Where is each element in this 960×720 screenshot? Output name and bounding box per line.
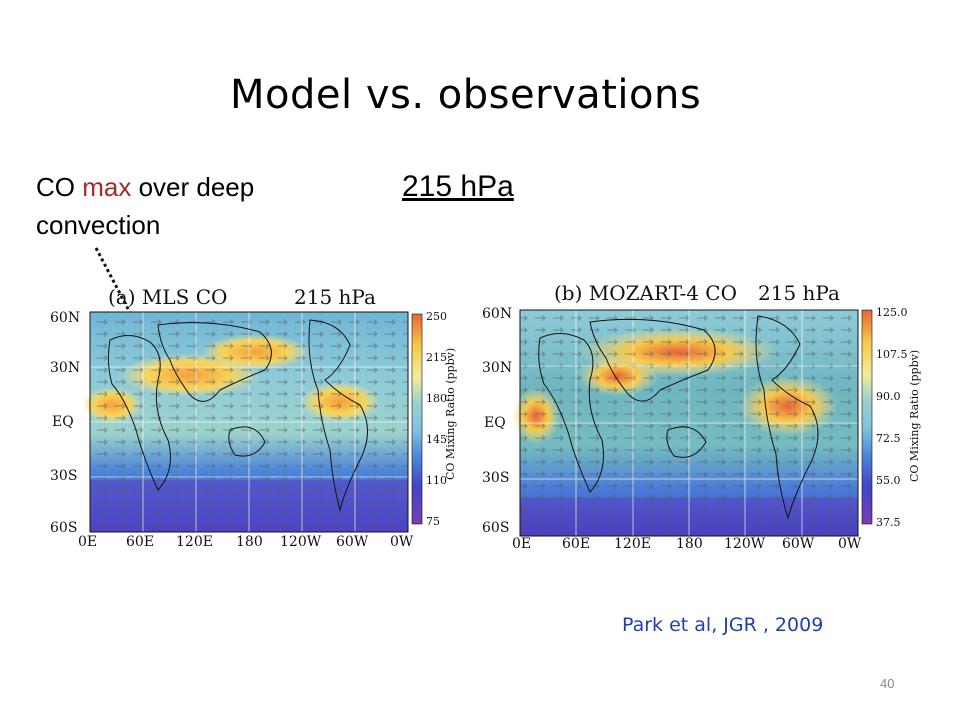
panel-a-plot (82, 311, 409, 533)
panel-b-title: (b) MOZART-4 CO (554, 281, 737, 305)
panel-b-plot (512, 309, 859, 537)
panel-a-cb-tick-0: 250 (426, 310, 447, 323)
panel-b-cb-tick-2: 90.0 (876, 390, 901, 403)
panel-a-lon-180: 180 (236, 534, 263, 550)
annotation-highlight: max (82, 172, 132, 202)
panel-a-lat-60s: 60S (50, 520, 77, 536)
panel-b-lat-60s: 60S (482, 520, 509, 536)
citation: Park et al, JGR , 2009 (622, 614, 824, 636)
panel-b-lon-60e: 60E (562, 536, 590, 550)
annotation-part1: CO (36, 172, 83, 202)
annotation-line-2: convection (36, 210, 161, 240)
panel-a-lat-eq: EQ (52, 414, 74, 430)
panel-b-lon-0w: 0W (838, 536, 862, 550)
panel-b-cb-tick-5: 37.5 (876, 516, 901, 529)
panel-a-lon-0e: 0E (78, 534, 97, 550)
panel-b-map: (b) MOZART-4 CO 215 hPa 60N 30N EQ 30S 6… (482, 281, 921, 550)
panel-b-title-level: 215 hPa (758, 281, 840, 305)
panel-a-lat-30s: 30S (50, 468, 77, 484)
panel-b-lat-30s: 30S (482, 470, 509, 486)
panel-b-cb-tick-3: 72.5 (876, 432, 901, 445)
panel-a-cb-tick-5: 75 (426, 515, 440, 528)
panel-b-cb-tick-1: 107.5 (876, 348, 908, 361)
panel-a-title-level: 215 hPa (294, 285, 376, 309)
panel-b-lon-180: 180 (676, 536, 703, 550)
panel-a-lon-120e: 120E (176, 534, 213, 550)
panel-a-cb-title: CO Mixing Ratio (ppbv) (444, 348, 457, 480)
panel-a-lat-60n: 60N (50, 310, 80, 326)
panel-b-cb-title: CO Mixing Ratio (ppbv) (908, 350, 921, 482)
panel-a-lat-30n: 30N (50, 360, 80, 376)
panel-b-cb-tick-4: 55.0 (876, 474, 901, 487)
panel-b-colorbar (861, 309, 873, 525)
annotation-part2: over deep (131, 172, 255, 202)
panel-a-lon-0w: 0W (390, 534, 414, 550)
slide-title: Model vs. observations (230, 72, 702, 118)
panel-a-cb-tick-3: 145 (426, 433, 447, 446)
pressure-level-heading: 215 hPa (402, 170, 514, 203)
panel-a-title: (a) MLS CO (108, 285, 227, 309)
panel-a-cb-tick-1: 215 (426, 351, 447, 364)
panel-a-lon-60e: 60E (126, 534, 154, 550)
panel-a-map: (a) MLS CO 215 hPa 60N 30N EQ 30S 60S 0E… (50, 285, 457, 550)
annotation-text: CO max over deep convection (36, 168, 254, 244)
annotation-line-1: CO max over deep (36, 168, 254, 206)
panel-b-lon-60w: 60W (782, 536, 815, 550)
panel-a-lon-60w: 60W (336, 534, 369, 550)
panel-a-lon-120w: 120W (280, 534, 322, 550)
panel-a-cb-tick-4: 110 (426, 474, 447, 487)
panel-b-lon-120w: 120W (724, 536, 766, 550)
panel-a-colorbar (411, 313, 423, 525)
panel-a-cb-tick-2: 180 (426, 392, 447, 405)
panel-b-lat-30n: 30N (482, 360, 512, 376)
panel-b-cb-tick-0: 125.0 (876, 306, 908, 319)
panel-b-lon-0e: 0E (512, 536, 531, 550)
panel-b-lat-eq: EQ (484, 415, 506, 431)
panel-b-lat-60n: 60N (482, 306, 512, 322)
panel-b-lon-120e: 120E (614, 536, 651, 550)
page-number: 40 (880, 676, 895, 691)
